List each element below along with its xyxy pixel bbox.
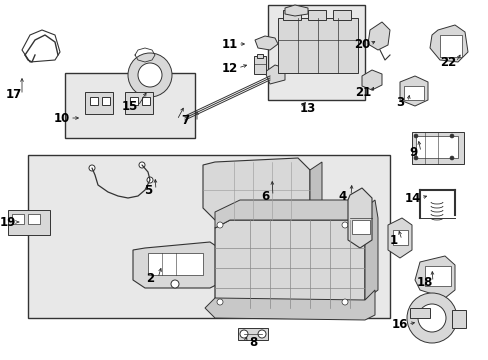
Bar bbox=[130, 97, 138, 105]
Circle shape bbox=[341, 222, 347, 228]
Circle shape bbox=[147, 177, 153, 183]
Bar bbox=[28, 214, 40, 224]
Bar bbox=[90, 97, 98, 105]
Text: 4: 4 bbox=[338, 189, 346, 202]
Bar bbox=[85, 92, 113, 114]
Circle shape bbox=[217, 222, 223, 228]
Text: 12: 12 bbox=[222, 62, 238, 75]
Circle shape bbox=[217, 299, 223, 305]
Polygon shape bbox=[215, 220, 364, 308]
Text: 3: 3 bbox=[395, 95, 403, 108]
Circle shape bbox=[240, 330, 247, 338]
Circle shape bbox=[413, 156, 417, 160]
Text: 10: 10 bbox=[54, 112, 70, 125]
Text: 8: 8 bbox=[248, 336, 257, 348]
Text: 6: 6 bbox=[260, 189, 268, 202]
Circle shape bbox=[417, 304, 445, 332]
Bar bbox=[451, 310, 465, 328]
Circle shape bbox=[139, 162, 145, 168]
Polygon shape bbox=[204, 290, 374, 320]
Polygon shape bbox=[309, 162, 321, 215]
Polygon shape bbox=[399, 76, 427, 106]
Polygon shape bbox=[215, 200, 361, 228]
Bar bbox=[424, 266, 450, 286]
Polygon shape bbox=[347, 188, 371, 248]
Bar bbox=[148, 253, 203, 275]
Text: 2: 2 bbox=[145, 271, 154, 284]
Text: 5: 5 bbox=[143, 184, 152, 197]
Polygon shape bbox=[361, 70, 381, 90]
Circle shape bbox=[413, 134, 417, 138]
Bar bbox=[439, 35, 461, 57]
Circle shape bbox=[89, 165, 95, 171]
Circle shape bbox=[171, 280, 179, 288]
Polygon shape bbox=[285, 5, 307, 16]
Polygon shape bbox=[361, 200, 377, 300]
Text: 17: 17 bbox=[6, 89, 22, 102]
Text: 18: 18 bbox=[416, 275, 432, 288]
Bar bbox=[253, 56, 265, 74]
Circle shape bbox=[449, 156, 453, 160]
Bar bbox=[351, 220, 369, 234]
Circle shape bbox=[258, 330, 265, 338]
Text: 21: 21 bbox=[354, 86, 370, 99]
Bar bbox=[28, 155, 389, 318]
Bar bbox=[278, 18, 357, 73]
Polygon shape bbox=[264, 65, 285, 84]
Polygon shape bbox=[367, 22, 389, 50]
Bar bbox=[411, 132, 463, 164]
Bar bbox=[257, 54, 263, 58]
Polygon shape bbox=[254, 36, 278, 50]
Bar bbox=[238, 328, 267, 340]
Polygon shape bbox=[429, 25, 467, 62]
Text: 14: 14 bbox=[404, 192, 420, 204]
Bar bbox=[392, 230, 407, 245]
Bar bbox=[307, 10, 325, 20]
Polygon shape bbox=[133, 242, 222, 288]
Bar bbox=[415, 136, 457, 158]
Bar bbox=[332, 10, 350, 20]
Text: 22: 22 bbox=[439, 55, 455, 68]
Text: 11: 11 bbox=[222, 37, 238, 50]
Text: 9: 9 bbox=[408, 145, 416, 158]
Bar bbox=[403, 86, 423, 100]
Bar bbox=[142, 97, 150, 105]
Text: 16: 16 bbox=[391, 318, 407, 330]
Text: 7: 7 bbox=[181, 113, 189, 126]
Bar bbox=[267, 5, 364, 100]
Bar bbox=[8, 210, 50, 235]
Circle shape bbox=[449, 134, 453, 138]
Circle shape bbox=[138, 63, 162, 87]
Polygon shape bbox=[387, 218, 411, 258]
Bar bbox=[125, 92, 153, 114]
Bar bbox=[283, 10, 301, 20]
Circle shape bbox=[128, 53, 172, 97]
Bar bbox=[409, 308, 429, 318]
Text: 20: 20 bbox=[353, 37, 369, 50]
Circle shape bbox=[406, 293, 456, 343]
Bar bbox=[12, 214, 24, 224]
Polygon shape bbox=[203, 158, 309, 220]
Text: 15: 15 bbox=[122, 99, 138, 112]
Bar bbox=[65, 73, 195, 138]
Polygon shape bbox=[414, 256, 454, 298]
Text: 1: 1 bbox=[389, 234, 397, 247]
Bar bbox=[102, 97, 110, 105]
Circle shape bbox=[341, 299, 347, 305]
Text: 13: 13 bbox=[299, 102, 315, 114]
Text: 19: 19 bbox=[0, 216, 16, 229]
